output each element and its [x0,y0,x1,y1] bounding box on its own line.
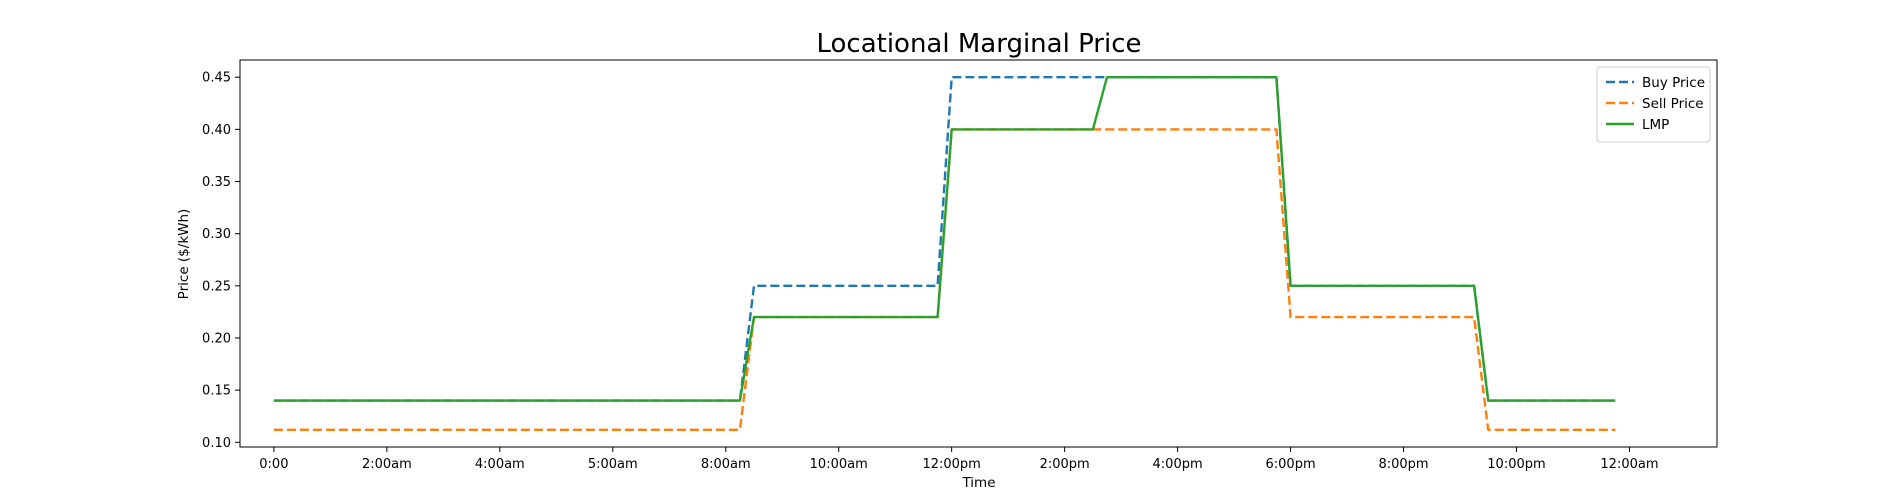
x-tick-label: 2:00am [362,457,412,472]
y-tick-label: 0.15 [202,384,231,399]
chart-title: Locational Marginal Price [816,29,1141,59]
x-tick-label: 6:00pm [1266,457,1316,472]
y-tick-label: 0.40 [202,123,231,138]
y-tick-label: 0.10 [202,436,231,451]
y-axis: 0.10 0.15 0.20 0.25 0.30 0.35 0.40 0.45 [202,71,240,451]
y-tick-label: 0.35 [202,175,231,190]
series-line-lmp [273,75,1616,402]
x-tick-label: 10:00pm [1487,457,1545,472]
series-line-sell-price [273,128,1616,431]
x-tick-label: 4:00pm [1153,457,1203,472]
x-tick-label: 12:00am [1600,457,1658,472]
y-tick-label: 0.25 [202,279,231,294]
x-tick-label: 5:00am [588,457,638,472]
x-axis: 0:00 2:00am 4:00am 5:00am 8:00am 10:00am 12:00… [259,447,1659,472]
legend: Buy Price Sell Price LMP [1596,66,1711,143]
y-tick-label: 0.45 [202,71,231,86]
y-tick-label: 0.20 [202,331,231,346]
legend-label: LMP [1642,117,1669,133]
y-tick-label: 0.30 [202,227,231,242]
x-axis-label: Time [961,475,995,491]
x-tick-label: 8:00am [701,457,751,472]
series-layer [273,75,1616,431]
x-tick-label: 12:00pm [922,457,980,472]
legend-label: Buy Price [1642,75,1705,91]
x-tick-label: 0:00 [259,457,288,472]
x-tick-label: 2:00pm [1040,457,1090,472]
x-tick-label: 4:00am [475,457,525,472]
x-tick-label: 8:00pm [1378,457,1428,472]
y-axis-label: Price ($/kWh) [176,209,192,300]
x-tick-label: 10:00am [810,457,868,472]
plot-area [239,59,1718,448]
legend-label: Sell Price [1642,96,1704,112]
